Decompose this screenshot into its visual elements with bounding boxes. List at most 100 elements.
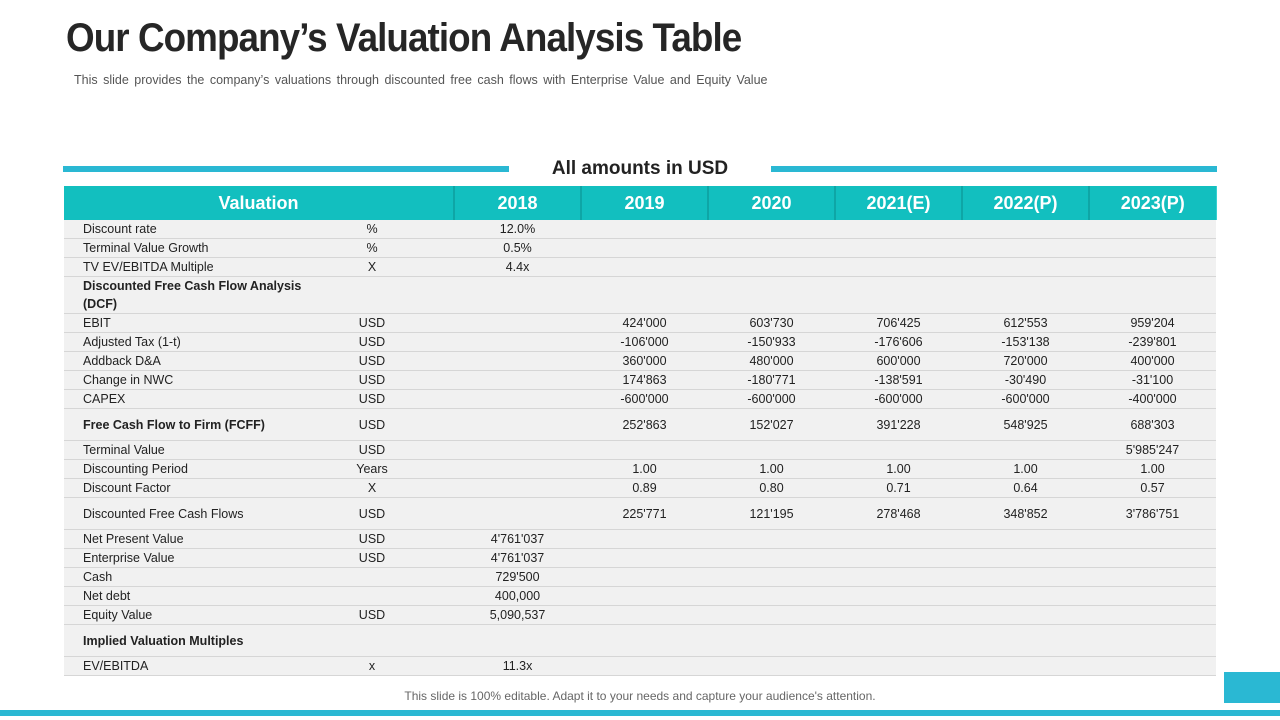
row-value-cell	[962, 258, 1089, 277]
row-value-cell: -600'000	[708, 390, 835, 409]
row-value-cell	[708, 530, 835, 549]
row-value-cell: 0.5%	[454, 239, 581, 258]
row-value-cell	[1089, 530, 1216, 549]
bottom-accent-bar	[0, 710, 1280, 716]
row-value-cell: -600'000	[962, 390, 1089, 409]
row-value-cell	[1089, 587, 1216, 606]
row-value-cell: 612'553	[962, 314, 1089, 333]
header-2020: 2020	[708, 186, 835, 220]
row-value-cell: 424'000	[581, 314, 708, 333]
row-value-cell	[708, 587, 835, 606]
table-row: Free Cash Flow to Firm (FCFF) USD 252'863 1…	[64, 409, 1216, 441]
row-value-cell: 5,090,537	[454, 606, 581, 625]
row-value-cell: -153'138	[962, 333, 1089, 352]
row-label: Discounted Free Cash Flow Analysis (DCF)	[64, 277, 324, 314]
row-value-cell: 0.89	[581, 479, 708, 498]
row-value-cell: 729'500	[454, 568, 581, 587]
corner-accent-block	[1224, 672, 1280, 703]
row-value-cell: 360'000	[581, 352, 708, 371]
row-value-cell: 391'228	[835, 409, 962, 441]
table-row: Discounted Free Cash Flows USD 225'771 121'…	[64, 498, 1216, 530]
row-value-cell: 706'425	[835, 314, 962, 333]
row-unit	[324, 587, 454, 606]
row-value-cell	[962, 568, 1089, 587]
row-value-cell	[962, 530, 1089, 549]
row-value-cell	[1089, 606, 1216, 625]
row-value-cell	[454, 277, 581, 314]
row-value-cell	[1089, 657, 1216, 676]
row-value-cell: 252'863	[581, 409, 708, 441]
row-unit: USD	[324, 498, 454, 530]
row-value-cell	[581, 625, 708, 657]
row-value-cell	[962, 441, 1089, 460]
header-2018: 2018	[454, 186, 581, 220]
row-value-cell: 11.3x	[454, 657, 581, 676]
row-value-cell	[835, 258, 962, 277]
row-label: Change in NWC	[64, 371, 324, 390]
row-value-cell: -106'000	[581, 333, 708, 352]
table-row: Discounting Period Years 1.00 1.00 1.00 1.00 1…	[64, 460, 1216, 479]
row-value-cell	[1089, 549, 1216, 568]
row-value-cell	[708, 657, 835, 676]
table-row: Adjusted Tax (1-t) USD -106'000 -150'933 -17…	[64, 333, 1216, 352]
table-row: Implied Valuation Multiples	[64, 625, 1216, 657]
row-value-cell	[835, 441, 962, 460]
row-value-cell: 688'303	[1089, 409, 1216, 441]
row-value-cell	[581, 258, 708, 277]
accent-line-right	[771, 166, 1217, 172]
row-label: Addback D&A	[64, 352, 324, 371]
row-value-cell: 480'000	[708, 352, 835, 371]
row-value-cell: -239'801	[1089, 333, 1216, 352]
row-value-cell	[581, 220, 708, 239]
header-2021e: 2021(E)	[835, 186, 962, 220]
row-value-cell	[581, 606, 708, 625]
table-row: Terminal Value USD 5'985'247	[64, 441, 1216, 460]
row-value-cell	[962, 277, 1089, 314]
row-value-cell	[708, 220, 835, 239]
table-row: TV EV/EBITDA Multiple X 4.4x	[64, 258, 1216, 277]
row-value-cell	[454, 441, 581, 460]
row-label: EV/EBITDA	[64, 657, 324, 676]
row-label: Adjusted Tax (1-t)	[64, 333, 324, 352]
row-value-cell	[835, 530, 962, 549]
footer-note: This slide is 100% editable. Adapt it to…	[0, 689, 1280, 703]
table-row: Terminal Value Growth% 0.5%	[64, 239, 1216, 258]
row-unit: USD	[324, 549, 454, 568]
row-value-cell: 4'761'037	[454, 549, 581, 568]
row-value-cell	[1089, 568, 1216, 587]
row-label: CAPEX	[64, 390, 324, 409]
row-value-cell	[835, 568, 962, 587]
amounts-label: All amounts in USD	[509, 158, 771, 180]
row-value-cell	[454, 352, 581, 371]
table-row: Addback D&A USD 360'000 480'000 600'000 720'0…	[64, 352, 1216, 371]
row-label: Free Cash Flow to Firm (FCFF)	[64, 409, 324, 441]
row-value-cell	[454, 390, 581, 409]
row-value-cell	[835, 606, 962, 625]
row-value-cell	[962, 549, 1089, 568]
row-value-cell: 400,000	[454, 587, 581, 606]
header-2023p: 2023(P)	[1089, 186, 1216, 220]
row-unit: X	[324, 479, 454, 498]
row-value-cell: 225'771	[581, 498, 708, 530]
row-value-cell	[962, 587, 1089, 606]
row-label: Discounting Period	[64, 460, 324, 479]
row-value-cell	[454, 371, 581, 390]
row-value-cell	[962, 625, 1089, 657]
row-value-cell: 5'985'247	[1089, 441, 1216, 460]
row-value-cell	[962, 606, 1089, 625]
row-value-cell	[454, 479, 581, 498]
row-unit: USD	[324, 530, 454, 549]
row-value-cell: -400'000	[1089, 390, 1216, 409]
row-value-cell	[962, 657, 1089, 676]
row-value-cell	[962, 220, 1089, 239]
row-value-cell	[581, 441, 708, 460]
row-value-cell	[581, 530, 708, 549]
table-row: EV/EBITDA x 11.3x	[64, 657, 1216, 676]
table-row: EBIT USD 424'000 603'730 706'425 612'553 959'2…	[64, 314, 1216, 333]
row-value-cell	[835, 220, 962, 239]
row-value-cell	[1089, 625, 1216, 657]
row-value-cell: 0.57	[1089, 479, 1216, 498]
accent-line-left	[63, 166, 509, 172]
row-unit: USD	[324, 390, 454, 409]
row-label: EBIT	[64, 314, 324, 333]
